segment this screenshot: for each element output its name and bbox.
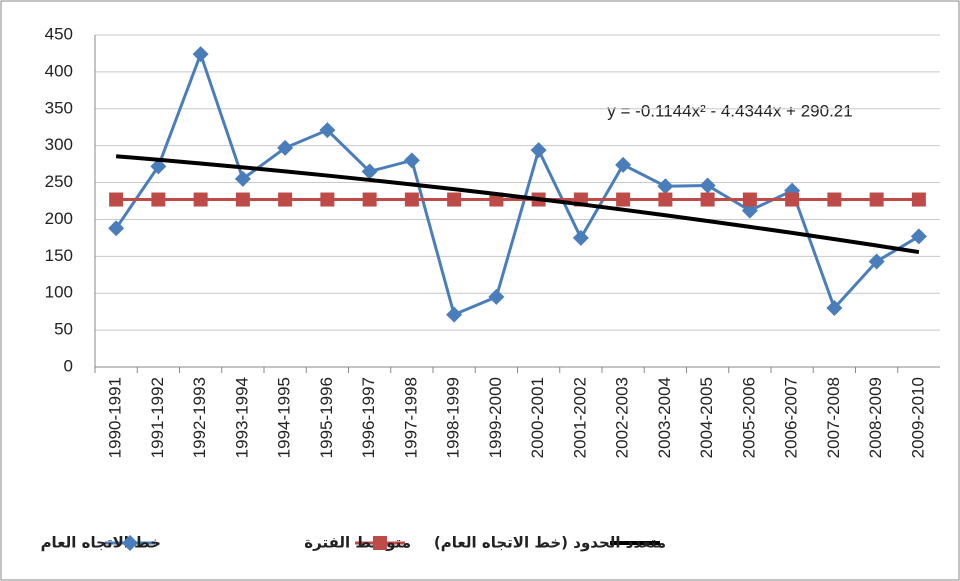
marker xyxy=(403,152,420,169)
marker xyxy=(826,299,843,316)
x-tick-label: 1999-2000 xyxy=(486,377,505,458)
y-tick-label: 50 xyxy=(54,320,73,339)
marker xyxy=(827,192,842,207)
marker xyxy=(742,192,757,207)
x-tick-label: 2008-2009 xyxy=(866,377,885,458)
marker xyxy=(278,192,293,207)
y-tick-label: 200 xyxy=(45,209,73,228)
marker xyxy=(108,220,125,237)
marker xyxy=(572,229,589,246)
marker xyxy=(530,142,547,159)
x-tick-label: 2003-2004 xyxy=(655,377,674,458)
marker xyxy=(277,139,294,156)
legend-label: متوسط الفترة xyxy=(304,534,411,552)
series-line xyxy=(115,154,920,255)
x-tick-label: 1995-1996 xyxy=(317,377,336,458)
marker xyxy=(868,253,885,270)
marker xyxy=(911,192,926,207)
legend-label: متعدد الحدود (خط الاتجاه العام) xyxy=(434,534,666,552)
marker xyxy=(361,163,378,180)
marker xyxy=(122,535,138,551)
x-tick-label: 2001-2002 xyxy=(570,377,589,458)
y-tick-label: 0 xyxy=(64,356,73,375)
x-tick-label: 1997-1998 xyxy=(401,377,420,458)
marker xyxy=(700,192,715,207)
y-tick-label: 400 xyxy=(45,61,73,80)
marker xyxy=(785,192,800,207)
marker xyxy=(404,192,419,207)
y-tick-label: 150 xyxy=(45,246,73,265)
annotation: y = -0.1144x² - 4.4344x + 290.21 xyxy=(607,101,852,120)
marker xyxy=(741,202,758,219)
x-tick-label: 2006-2007 xyxy=(782,377,801,458)
x-tick-label: 2007-2008 xyxy=(824,377,843,458)
marker xyxy=(616,192,631,207)
y-tick-label: 100 xyxy=(45,283,73,302)
marker xyxy=(658,192,673,207)
y-tick-label: 300 xyxy=(45,135,73,154)
x-tick-label: 1993-1994 xyxy=(232,377,251,458)
marker xyxy=(699,177,716,194)
x-tick-label: 2009-2010 xyxy=(908,377,927,458)
y-tick-label: 250 xyxy=(45,172,73,191)
marker xyxy=(150,158,167,175)
x-tick-label: 2005-2006 xyxy=(739,377,758,458)
x-tick-label: 1998-1999 xyxy=(444,377,463,458)
marker xyxy=(615,156,632,173)
x-tick-label: 1994-1995 xyxy=(275,377,294,458)
marker xyxy=(657,178,674,195)
x-tick-label: 1990-1991 xyxy=(106,377,125,458)
x-tick-label: 1991-1992 xyxy=(148,377,167,458)
x-tick-label: 1992-1993 xyxy=(190,377,209,458)
series-line xyxy=(114,49,920,317)
marker xyxy=(319,122,336,139)
x-tick-label: 2004-2005 xyxy=(697,377,716,458)
marker xyxy=(446,306,463,323)
marker xyxy=(235,192,250,207)
marker xyxy=(488,288,505,305)
marker xyxy=(234,170,251,187)
legend-label: خط الاتجاه العام xyxy=(41,534,161,552)
x-tick-label: 2000-2001 xyxy=(528,377,547,458)
marker xyxy=(910,228,927,245)
marker xyxy=(192,46,209,63)
x-tick-label: 2002-2003 xyxy=(613,377,632,458)
marker xyxy=(362,192,377,207)
marker xyxy=(193,192,208,207)
marker xyxy=(373,536,387,550)
marker xyxy=(109,192,124,207)
y-tick-label: 450 xyxy=(45,24,73,43)
y-tick-label: 350 xyxy=(45,98,73,117)
marker xyxy=(447,192,462,207)
marker xyxy=(151,192,166,207)
marker xyxy=(869,192,884,207)
marker xyxy=(320,192,335,207)
x-tick-label: 1996-1997 xyxy=(359,377,378,458)
